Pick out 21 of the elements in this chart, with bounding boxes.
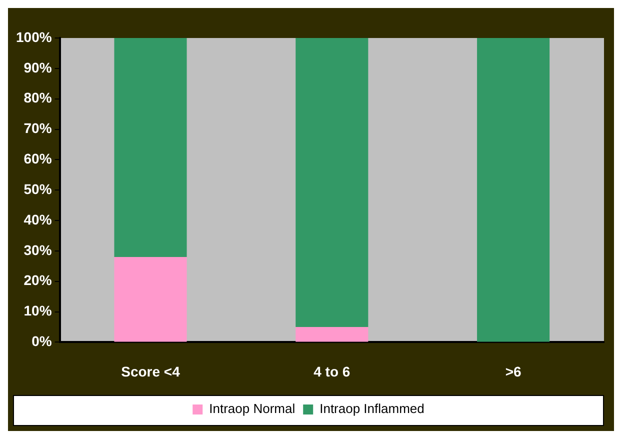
y-tick-label: 10%	[24, 302, 52, 319]
bar	[114, 257, 187, 342]
y-tick-label: 70%	[24, 120, 52, 136]
legend-label: Intraop Inflammed	[320, 401, 424, 416]
y-tick-label: 100%	[16, 28, 52, 45]
y-tick-label: 40%	[24, 211, 52, 228]
y-tick-label: 30%	[24, 242, 52, 258]
y-tick-label: 80%	[24, 90, 52, 106]
x-tick-label: 4 to 6	[314, 363, 350, 380]
legend-label: Intraop Normal	[209, 401, 296, 416]
y-tick-label: 60%	[24, 150, 52, 167]
x-tick-label: >6	[505, 363, 522, 380]
y-tick-label: 90%	[24, 59, 52, 76]
y-tick-label: 50%	[24, 180, 52, 197]
bar	[477, 38, 550, 342]
bar	[296, 38, 368, 327]
x-tick-label: Score <4	[121, 363, 180, 380]
y-tick-label: 20%	[24, 272, 52, 288]
bar	[114, 38, 187, 258]
y-tick-label: 0%	[32, 333, 52, 350]
bar	[296, 326, 368, 342]
